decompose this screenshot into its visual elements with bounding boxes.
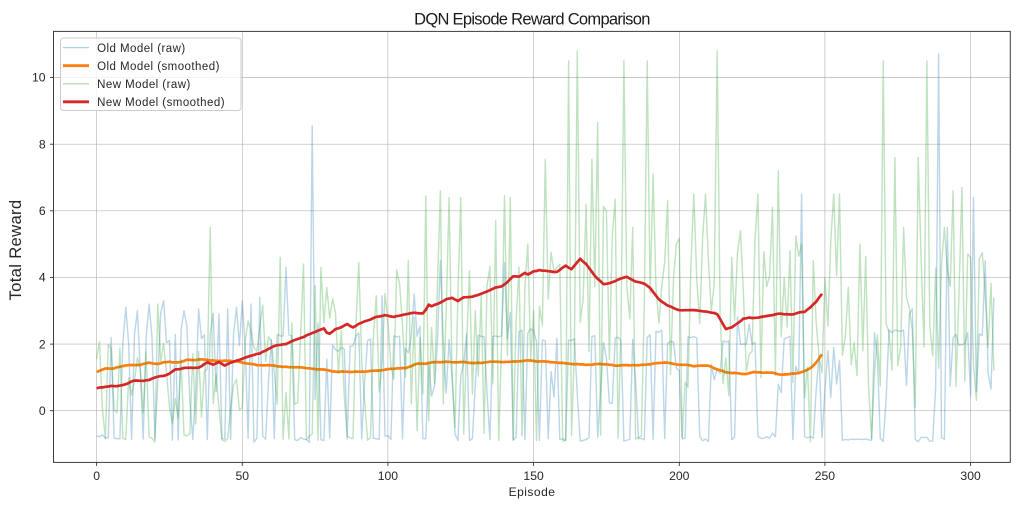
- svg-text:10: 10: [32, 71, 46, 85]
- svg-text:Episode: Episode: [509, 485, 556, 499]
- svg-text:300: 300: [960, 469, 981, 483]
- svg-text:0: 0: [39, 404, 46, 418]
- svg-text:New Model (raw): New Model (raw): [97, 79, 191, 91]
- svg-text:Old Model (raw): Old Model (raw): [97, 43, 186, 55]
- svg-text:250: 250: [815, 469, 836, 483]
- svg-text:8: 8: [39, 137, 46, 151]
- svg-text:2: 2: [39, 337, 46, 351]
- svg-text:6: 6: [39, 204, 46, 218]
- svg-text:100: 100: [378, 469, 399, 483]
- svg-text:150: 150: [523, 469, 544, 483]
- svg-text:50: 50: [236, 469, 250, 483]
- svg-text:200: 200: [669, 469, 690, 483]
- svg-text:New Model (smoothed): New Model (smoothed): [97, 97, 225, 109]
- svg-text:DQN Episode Reward Comparison: DQN Episode Reward Comparison: [414, 11, 650, 29]
- svg-text:Old Model (smoothed): Old Model (smoothed): [97, 61, 220, 73]
- svg-text:0: 0: [93, 469, 100, 483]
- svg-text:Total Reward: Total Reward: [6, 200, 25, 301]
- svg-text:4: 4: [39, 271, 46, 285]
